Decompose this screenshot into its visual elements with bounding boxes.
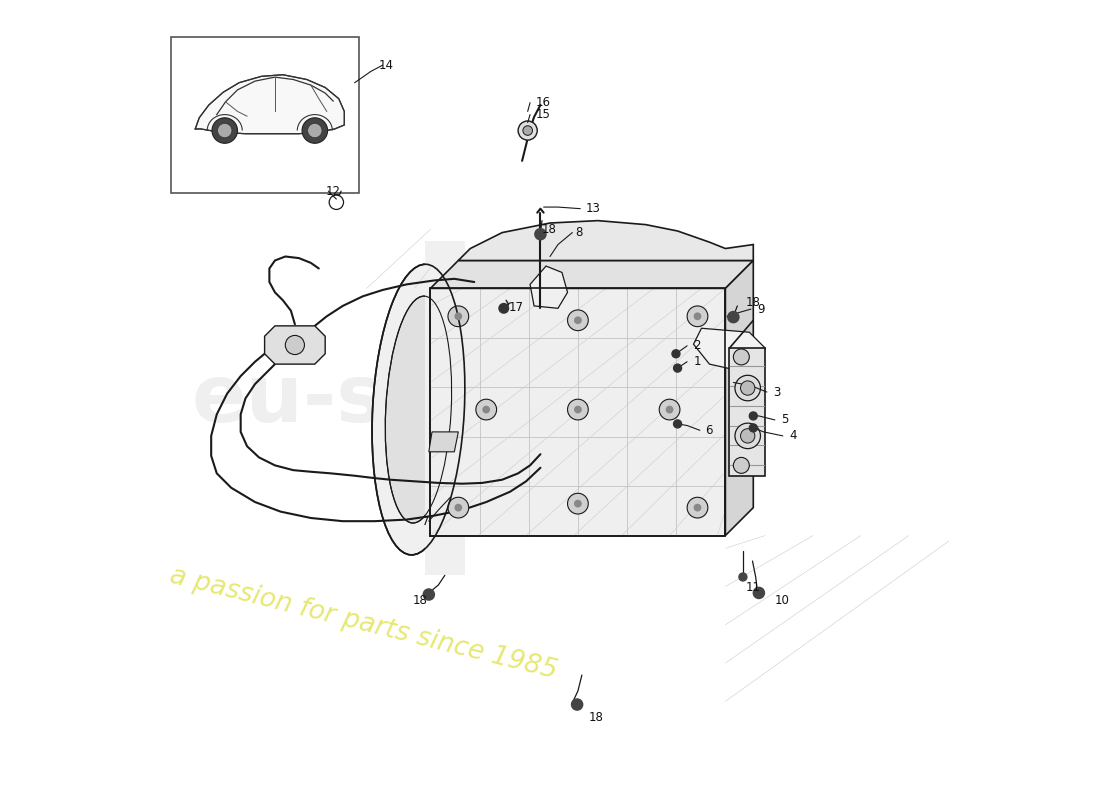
Circle shape — [212, 118, 238, 143]
Circle shape — [574, 501, 581, 507]
FancyBboxPatch shape — [172, 38, 359, 193]
Polygon shape — [729, 320, 754, 348]
Polygon shape — [265, 326, 326, 364]
Circle shape — [734, 349, 749, 365]
Text: 15: 15 — [536, 108, 550, 121]
Circle shape — [728, 311, 739, 322]
Text: 18: 18 — [588, 710, 603, 724]
Text: 3: 3 — [773, 386, 781, 398]
Circle shape — [285, 335, 305, 354]
Circle shape — [739, 573, 747, 581]
Circle shape — [672, 350, 680, 358]
Circle shape — [694, 313, 701, 319]
Circle shape — [568, 399, 588, 420]
Circle shape — [476, 399, 496, 420]
Text: 8: 8 — [575, 226, 583, 239]
Circle shape — [673, 364, 682, 372]
Ellipse shape — [372, 264, 465, 555]
Text: 1: 1 — [693, 355, 701, 368]
Text: 13: 13 — [586, 202, 601, 215]
Polygon shape — [530, 266, 568, 308]
Circle shape — [734, 458, 749, 474]
Text: 17: 17 — [508, 301, 524, 314]
Circle shape — [518, 121, 537, 140]
Text: 12: 12 — [326, 185, 340, 198]
Circle shape — [218, 123, 232, 138]
Polygon shape — [725, 261, 754, 535]
Text: eu-spares: eu-spares — [191, 361, 639, 439]
Text: 5: 5 — [781, 414, 789, 426]
Circle shape — [574, 406, 581, 413]
Text: a passion for parts since 1985: a passion for parts since 1985 — [167, 562, 560, 684]
Polygon shape — [429, 432, 459, 452]
Circle shape — [308, 123, 322, 138]
Circle shape — [302, 118, 328, 143]
Text: 6: 6 — [705, 424, 713, 437]
Polygon shape — [729, 348, 766, 476]
Polygon shape — [430, 288, 725, 535]
Circle shape — [673, 420, 682, 428]
Text: 2: 2 — [693, 339, 701, 352]
Circle shape — [329, 195, 343, 210]
Circle shape — [455, 313, 462, 319]
Circle shape — [448, 306, 469, 326]
Circle shape — [735, 375, 760, 401]
Text: 11: 11 — [746, 581, 760, 594]
Circle shape — [749, 424, 757, 432]
Circle shape — [568, 494, 588, 514]
Circle shape — [535, 229, 546, 240]
Circle shape — [735, 423, 760, 449]
Circle shape — [694, 505, 701, 511]
Text: 14: 14 — [378, 58, 394, 72]
Text: 7: 7 — [422, 514, 430, 528]
Text: 16: 16 — [536, 96, 551, 109]
Text: 9: 9 — [757, 302, 764, 316]
Polygon shape — [195, 74, 344, 134]
Circle shape — [499, 303, 508, 313]
Circle shape — [688, 498, 708, 518]
Polygon shape — [430, 261, 754, 288]
Circle shape — [483, 406, 490, 413]
Text: 18: 18 — [542, 223, 557, 236]
Text: 18: 18 — [412, 594, 428, 607]
Polygon shape — [693, 328, 766, 372]
Circle shape — [448, 498, 469, 518]
Circle shape — [572, 699, 583, 710]
Circle shape — [667, 406, 673, 413]
Circle shape — [455, 505, 462, 511]
Circle shape — [740, 429, 755, 443]
Circle shape — [659, 399, 680, 420]
Circle shape — [749, 412, 757, 420]
Circle shape — [522, 126, 532, 135]
Circle shape — [688, 306, 708, 326]
Circle shape — [754, 587, 764, 598]
Polygon shape — [459, 221, 754, 261]
Text: 4: 4 — [789, 430, 796, 442]
Ellipse shape — [385, 296, 452, 523]
Circle shape — [740, 381, 755, 395]
Circle shape — [424, 589, 434, 600]
Text: 10: 10 — [774, 594, 790, 607]
Text: 18: 18 — [746, 296, 760, 310]
Bar — [425, 241, 464, 575]
Circle shape — [574, 317, 581, 323]
Circle shape — [568, 310, 588, 330]
